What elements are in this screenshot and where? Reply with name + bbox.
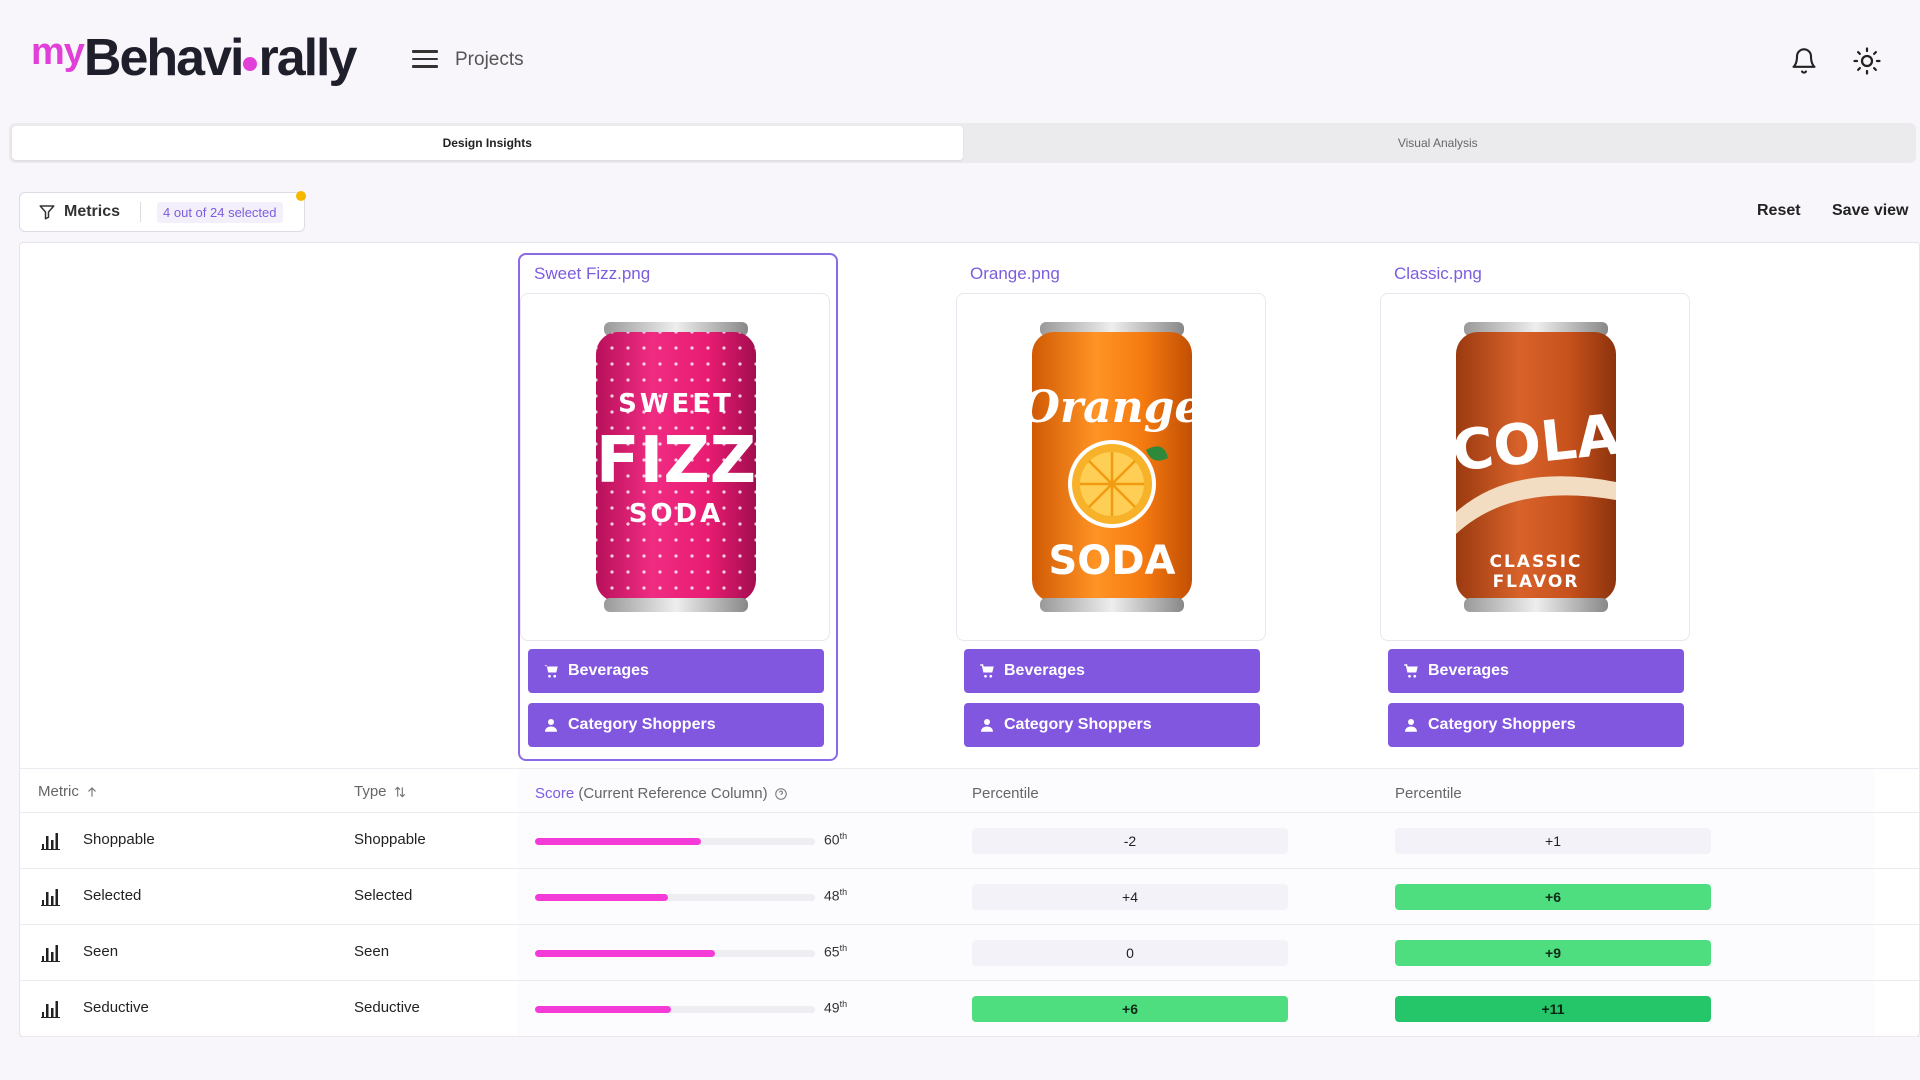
metrics-filter-label: Metrics — [64, 203, 121, 220]
table-row[interactable]: Seen Seen 65th 0 +9 — [19, 925, 1920, 981]
percentile-column-header: Percentile — [972, 785, 1039, 802]
soda-can-image: Orange SODA — [1028, 322, 1196, 612]
tag-label: Category Shoppers — [568, 716, 716, 733]
score-bar-track — [535, 838, 815, 845]
sort-ascending-icon — [87, 787, 96, 797]
soda-can-image: COLA CLASSIC FLAVOR — [1452, 322, 1620, 612]
sun-icon[interactable] — [1852, 46, 1882, 76]
table-row[interactable]: Seductive Seductive 49th +6 +11 — [19, 981, 1920, 1037]
design-name: Classic.png — [1394, 264, 1482, 283]
score-percentile: 60th — [824, 831, 848, 848]
logo-prefix: my — [31, 31, 85, 73]
app-header: my Behavi rally Projects — [0, 0, 1920, 120]
score-percentile: 65th — [824, 943, 848, 960]
table-row[interactable]: Selected Selected 48th +4 +6 — [19, 869, 1920, 925]
bar-chart-icon — [41, 945, 60, 962]
design-name: Sweet Fizz.png — [534, 264, 651, 283]
score-column-header: Score (Current Reference Column) — [535, 785, 788, 802]
tag-label: Beverages — [568, 662, 649, 679]
user-icon — [545, 719, 557, 732]
type-column-header[interactable]: Type — [354, 783, 407, 800]
bell-icon[interactable] — [1790, 46, 1818, 76]
bar-chart-icon — [41, 833, 60, 850]
tag-beverages[interactable]: Beverages — [528, 649, 824, 693]
tag-category-shoppers[interactable]: Category Shoppers — [528, 703, 824, 747]
percentile-delta: +1 — [1395, 828, 1711, 854]
score-bar-track — [535, 950, 815, 957]
filter-icon — [39, 205, 55, 220]
score-bar-fill — [535, 1006, 671, 1013]
metrics-table-header: Metric Type Score (Current Reference Col… — [19, 768, 1920, 813]
percentile-delta: +4 — [972, 884, 1288, 910]
metric-name: Selected — [83, 887, 142, 904]
percentile-delta: -2 — [972, 828, 1288, 854]
percentile-column-header: Percentile — [1395, 785, 1462, 802]
projects-link[interactable]: Projects — [455, 49, 524, 70]
metric-name: Seductive — [83, 999, 149, 1016]
design-name: Orange.png — [970, 264, 1060, 283]
score-bar-fill — [535, 894, 668, 901]
score-bar-fill — [535, 838, 701, 845]
svg-text:Orange: Orange — [1028, 382, 1196, 433]
tag-category-shoppers[interactable]: Category Shoppers — [1388, 703, 1684, 747]
cart-icon — [1404, 664, 1418, 678]
percentile-delta: +6 — [1395, 884, 1711, 910]
metric-type: Selected — [354, 887, 413, 904]
svg-text:FLAVOR: FLAVOR — [1493, 572, 1580, 592]
metrics-filter-button[interactable]: Metrics 4 out of 24 selected — [19, 192, 305, 232]
tab-design-insights[interactable]: Design Insights — [12, 126, 963, 160]
metric-type: Seductive — [354, 999, 420, 1016]
cart-icon — [980, 664, 994, 678]
metric-name: Shoppable — [83, 831, 155, 848]
tag-beverages[interactable]: Beverages — [964, 649, 1260, 693]
design-thumbnail[interactable]: Orange SODA — [956, 293, 1266, 641]
tab-visual-analysis[interactable]: Visual Analysis — [1397, 136, 1478, 150]
percentile-delta: +11 — [1395, 996, 1711, 1022]
tag-category-shoppers[interactable]: Category Shoppers — [964, 703, 1260, 747]
tag-label: Category Shoppers — [1428, 716, 1576, 733]
table-row[interactable]: Shoppable Shoppable 60th -2 +1 — [19, 813, 1920, 869]
percentile-delta: 0 — [972, 940, 1288, 966]
tag-label: Beverages — [1428, 662, 1509, 679]
score-percentile: 48th — [824, 887, 848, 904]
sort-icon — [394, 786, 405, 798]
divider — [140, 202, 142, 222]
metric-type: Seen — [354, 943, 390, 960]
user-icon — [1405, 719, 1417, 732]
help-icon[interactable] — [774, 787, 788, 801]
cart-icon — [544, 665, 558, 678]
svg-text:FIZZ: FIZZ — [596, 424, 756, 498]
metric-column-header[interactable]: Metric — [38, 783, 99, 800]
score-bar-track — [535, 894, 815, 901]
reset-button[interactable]: Reset — [1757, 202, 1801, 219]
percentile-delta: +6 — [972, 996, 1288, 1022]
design-thumbnail[interactable]: SWEET FIZZ SODA — [520, 293, 830, 641]
svg-text:CLASSIC: CLASSIC — [1490, 552, 1583, 572]
logo-dot — [243, 57, 258, 71]
score-percentile: 49th — [824, 999, 848, 1016]
design-thumbnail[interactable]: COLA CLASSIC FLAVOR — [1380, 293, 1690, 641]
brand-logo[interactable]: my Behavi rally — [31, 28, 358, 88]
bar-chart-icon — [41, 889, 60, 906]
score-bar-track — [535, 1006, 815, 1013]
soda-can-image: SWEET FIZZ SODA — [596, 322, 756, 612]
svg-text:SODA: SODA — [1049, 538, 1176, 584]
selected-count-badge: 4 out of 24 selected — [157, 201, 283, 223]
tag-label: Beverages — [1004, 662, 1085, 679]
save-view-button[interactable]: Save view — [1832, 202, 1909, 219]
hamburger-menu-icon[interactable] — [410, 46, 440, 72]
tag-label: Category Shoppers — [1004, 716, 1152, 733]
score-bar-fill — [535, 950, 715, 957]
svg-text:SODA: SODA — [629, 499, 724, 529]
bar-chart-icon — [41, 1001, 60, 1018]
metric-type: Shoppable — [354, 831, 426, 848]
metric-name: Seen — [83, 943, 119, 960]
user-icon — [981, 719, 993, 732]
percentile-delta: +9 — [1395, 940, 1711, 966]
tag-beverages[interactable]: Beverages — [1388, 649, 1684, 693]
view-tabs: Design Insights Visual Analysis — [9, 123, 1916, 163]
notification-dot — [296, 191, 306, 201]
svg-text:SWEET: SWEET — [618, 389, 734, 419]
logo-wordmark: Behavi rally — [83, 29, 358, 87]
